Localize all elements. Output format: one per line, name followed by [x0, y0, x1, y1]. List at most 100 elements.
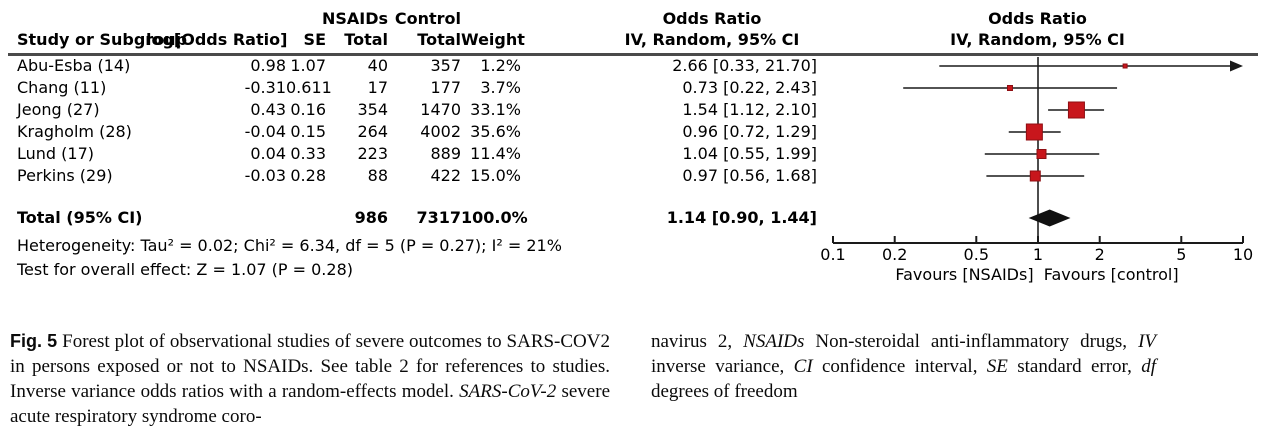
study-label: Kragholm (28)	[17, 122, 132, 141]
odds-ratio-ci-value: 2.66 [0.33, 21.70]	[672, 56, 817, 75]
caption-segment: NSAIDs	[743, 331, 805, 352]
pooled-diamond	[1028, 209, 1071, 227]
total-nsaids-value: 986	[354, 208, 388, 227]
caption-segment: Forest plot of observational studies of …	[10, 331, 610, 402]
nsaids-total-value: 223	[357, 144, 388, 163]
caption-segment: SE	[986, 356, 1008, 377]
log-odds-ratio-value: -0.03	[244, 166, 286, 185]
plot-header-line1: Odds Ratio	[988, 9, 1087, 28]
effect-square	[1036, 149, 1047, 159]
figure-caption-right: navirus 2, NSAIDs Non-steroidal anti-inf…	[651, 329, 1156, 404]
weight-value: 33.1%	[470, 100, 521, 119]
effect-square	[1067, 101, 1085, 119]
axis-tick-label: 0.2	[881, 245, 908, 264]
header-rule	[8, 53, 1258, 56]
study-label: Jeong (27)	[17, 100, 100, 119]
control-total-value: 4002	[420, 122, 461, 141]
control-total-value: 889	[430, 144, 461, 163]
odds-ratio-ci-value: 0.73 [0.22, 2.43]	[682, 78, 817, 97]
effect-square	[1122, 63, 1128, 69]
column-header-log-odds-ratio: log[Odds Ratio]	[146, 30, 288, 49]
caption-segment: degrees of freedom	[651, 381, 798, 402]
nsaids-total-value: 40	[367, 56, 388, 75]
study-label: Lund (17)	[17, 144, 94, 163]
control-total-value: 1470	[420, 100, 461, 119]
se-value: 0.16	[290, 100, 326, 119]
overall-effect-text: Test for overall effect: Z = 1.07 (P = 0…	[17, 260, 353, 279]
odds-ratio-ci-value: 1.54 [1.12, 2.10]	[682, 100, 817, 119]
control-total-value: 357	[430, 56, 461, 75]
or-column-header-line1: Odds Ratio	[662, 9, 762, 28]
caption-segment: confidence interval,	[812, 356, 987, 377]
log-odds-ratio-value: 0.43	[250, 100, 286, 119]
total-control-value: 7317	[416, 208, 461, 227]
odds-ratio-ci-value: 0.97 [0.56, 1.68]	[682, 166, 817, 185]
study-label: Perkins (29)	[17, 166, 113, 185]
caption-segment: inverse variance,	[651, 356, 794, 377]
caption-segment: df	[1141, 356, 1156, 377]
forest-plot-canvas	[832, 57, 1244, 244]
log-odds-ratio-value: -0.04	[244, 122, 286, 141]
caption-segment: Fig. 5	[10, 331, 58, 351]
column-header-control-total: Total	[417, 30, 461, 49]
effect-square	[1006, 85, 1013, 91]
total-row: Total (95% CI) 986 7317 100.0% 1.14 [0.9…	[0, 207, 1280, 229]
log-odds-ratio-value: 0.98	[250, 56, 286, 75]
study-label: Abu-Esba (14)	[17, 56, 131, 75]
nsaids-total-value: 17	[367, 78, 388, 97]
nsaids-total-value: 354	[357, 100, 388, 119]
or-column-header-line2: IV, Random, 95% CI	[624, 30, 800, 49]
axis-tick-label: 2	[1094, 245, 1105, 264]
caption-segment: Non-steroidal anti-inflammatory drugs,	[804, 331, 1139, 352]
x-axis-label: Favours [NSAIDs] Favours [control]	[895, 265, 1179, 284]
total-or-ci-value: 1.14 [0.90, 1.44]	[666, 208, 817, 227]
odds-ratio-ci-value: 1.04 [0.55, 1.99]	[682, 144, 817, 163]
table-row: Abu-Esba (14) 0.98 1.07 40 357 1.2% 2.66…	[0, 55, 1280, 77]
axis-tick-label: 1	[1032, 245, 1044, 264]
total-label: Total (95% CI)	[17, 208, 143, 227]
axis-tick-label: 10	[1232, 245, 1254, 264]
table-row: Chang (11) -0.31 0.611 17 177 3.7% 0.73 …	[0, 77, 1280, 99]
heterogeneity-text: Heterogeneity: Tau² = 0.02; Chi² = 6.34,…	[17, 236, 562, 255]
total-weight-value: 100.0%	[461, 208, 528, 227]
log-odds-ratio-value: 0.04	[250, 144, 286, 163]
table-row: Perkins (29) -0.03 0.28 88 422 15.0% 0.9…	[0, 165, 1280, 187]
weight-value: 15.0%	[470, 166, 521, 185]
se-value: 1.07	[290, 56, 326, 75]
group-header-control: Control	[394, 9, 461, 28]
table-row: Lund (17) 0.04 0.33 223 889 11.4% 1.04 […	[0, 143, 1280, 165]
se-value: 0.611	[286, 78, 332, 97]
log-odds-ratio-value: -0.31	[244, 78, 286, 97]
control-total-value: 422	[430, 166, 461, 185]
effect-square	[1029, 170, 1041, 182]
arrow-right-icon	[1230, 60, 1243, 72]
table-row: Kragholm (28) -0.04 0.15 264 4002 35.6% …	[0, 121, 1280, 143]
column-header-nsaids-total: Total	[344, 30, 388, 49]
column-header-weight: Weight	[461, 30, 525, 49]
figure-caption-left: Fig. 5 Forest plot of observational stud…	[10, 329, 610, 429]
forest-plot-figure: NSAIDs Control Odds Ratio Odds Ratio Stu…	[0, 9, 1280, 284]
control-total-value: 177	[430, 78, 461, 97]
effect-square	[1025, 123, 1043, 141]
nsaids-total-value: 88	[367, 166, 388, 185]
odds-ratio-ci-value: 0.96 [0.72, 1.29]	[682, 122, 817, 141]
caption-segment: severe acute respiratory syndrome coro-	[10, 381, 610, 427]
weight-value: 1.2%	[480, 56, 521, 75]
caption-segment: standard error,	[1007, 356, 1142, 377]
table-row: Jeong (27) 0.43 0.16 354 1470 33.1% 1.54…	[0, 99, 1280, 121]
se-value: 0.28	[290, 166, 326, 185]
weight-value: 3.7%	[480, 78, 521, 97]
caption-segment: CI	[793, 356, 813, 377]
group-header-nsaids: NSAIDs	[321, 9, 388, 28]
study-label: Chang (11)	[17, 78, 107, 97]
caption-segment: SARS-CoV-2	[459, 381, 557, 402]
nsaids-total-value: 264	[357, 122, 388, 141]
se-value: 0.15	[290, 122, 326, 141]
weight-value: 35.6%	[470, 122, 521, 141]
axis-tick-label: 5	[1176, 245, 1187, 264]
se-value: 0.33	[290, 144, 326, 163]
axis-tick-label: 0.5	[963, 245, 990, 264]
plot-header-line2: IV, Random, 95% CI	[950, 30, 1125, 49]
axis-tick-label: 0.1	[820, 245, 846, 264]
